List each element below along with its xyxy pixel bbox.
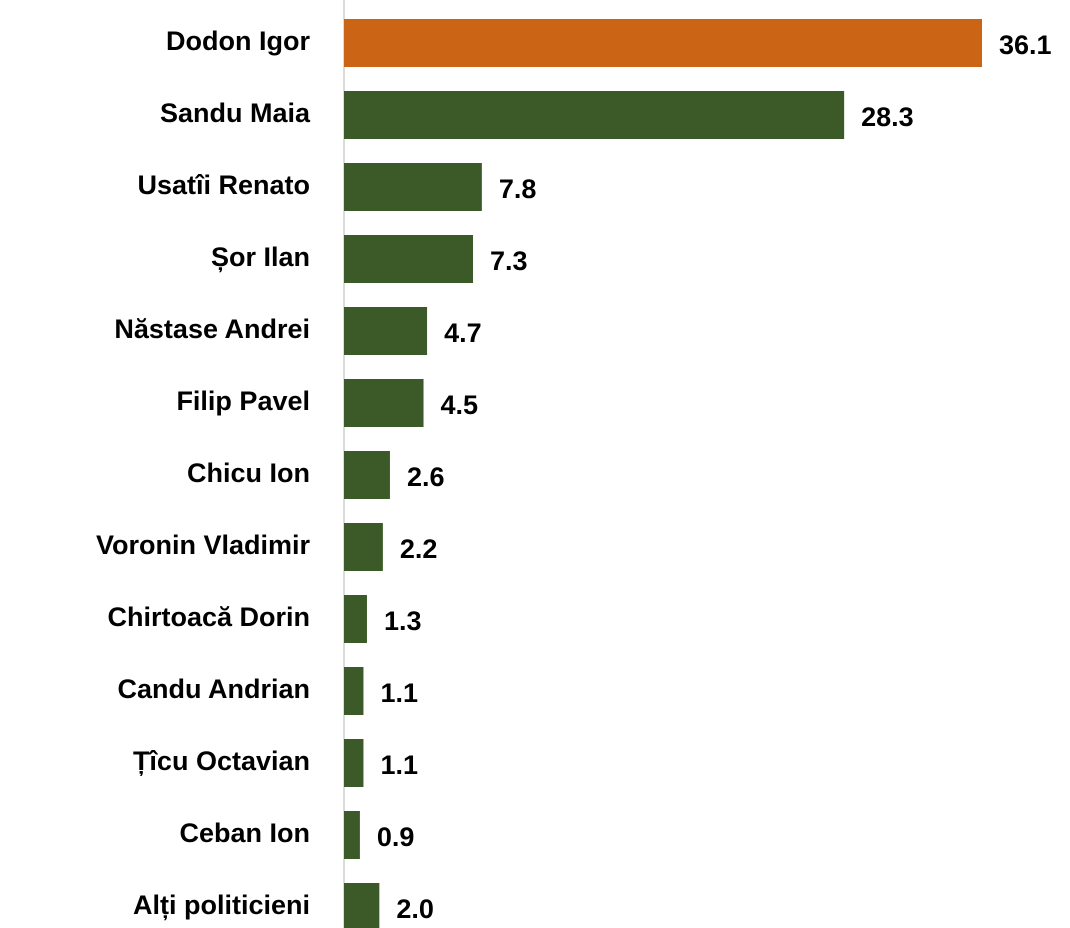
value-label: 2.6 [407, 462, 445, 492]
bar [344, 883, 380, 928]
category-label: Voronin Vladimir [96, 530, 311, 560]
bar [344, 667, 364, 715]
category-label: Filip Pavel [176, 386, 310, 416]
value-label: 1.1 [380, 678, 418, 708]
category-label: Usatîi Renato [137, 170, 310, 200]
bar [344, 811, 360, 859]
value-label: 28.3 [861, 102, 914, 132]
category-label: Alți politicieni [133, 890, 310, 920]
category-label: Șor Ilan [211, 242, 310, 272]
value-label: 7.3 [490, 246, 528, 276]
value-label: 4.5 [441, 390, 479, 420]
bar [344, 595, 367, 643]
value-label: 1.3 [384, 606, 422, 636]
bar [344, 163, 482, 211]
bar [344, 19, 982, 67]
category-label: Chirtoacă Dorin [107, 602, 310, 632]
value-label: 2.2 [400, 534, 438, 564]
bar [344, 91, 845, 139]
value-label: 4.7 [444, 318, 482, 348]
category-label: Ceban Ion [179, 818, 310, 848]
category-label: Năstase Andrei [114, 314, 310, 344]
category-label: Candu Andrian [118, 674, 311, 704]
value-label: 2.0 [396, 894, 434, 924]
bar [344, 523, 383, 571]
bar [344, 451, 390, 499]
category-label: Țîcu Octavian [133, 746, 310, 776]
bar [344, 307, 428, 355]
bar [344, 379, 424, 427]
bar [344, 739, 364, 787]
category-label: Chicu Ion [187, 458, 310, 488]
value-label: 0.9 [377, 822, 415, 852]
value-label: 36.1 [999, 30, 1052, 60]
category-label: Dodon Igor [166, 26, 310, 56]
bar [344, 235, 474, 283]
value-label: 7.8 [499, 174, 537, 204]
value-label: 1.1 [380, 750, 418, 780]
category-label: Sandu Maia [160, 98, 311, 128]
